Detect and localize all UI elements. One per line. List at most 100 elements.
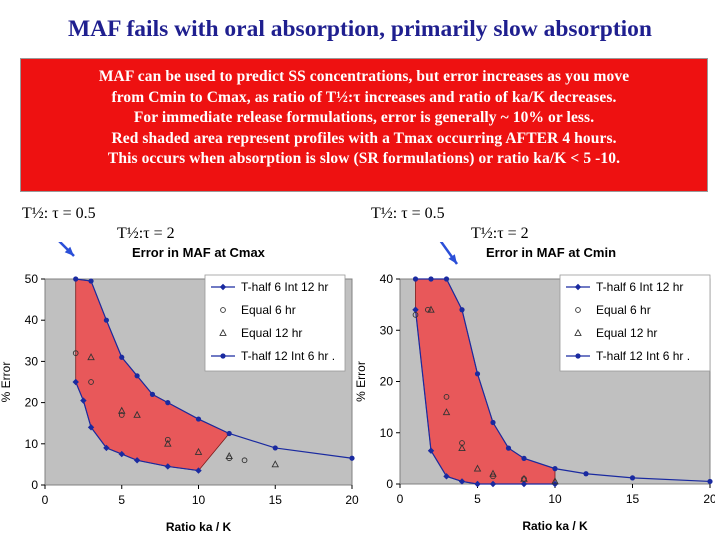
legend-item-label: Equal 12 hr [596, 326, 657, 340]
data-point-circle [88, 379, 94, 385]
x-tick-label: 5 [118, 493, 125, 507]
data-point-diamond [412, 306, 419, 313]
data-point-triangle [87, 353, 95, 361]
data-point-triangle [194, 447, 203, 455]
y-tick-label: 30 [380, 323, 394, 337]
data-point-dot [583, 471, 589, 477]
y-tick-label: 0 [31, 478, 38, 492]
x-tick-label: 0 [397, 492, 404, 506]
chart-title: Error in MAF at Cmax [132, 245, 266, 260]
note-line: from Cmin to Cmax, as ratio of T½:τ incr… [111, 88, 617, 106]
y-tick-label: 20 [25, 396, 39, 410]
data-point-circle [412, 312, 419, 318]
annotation-arrowhead [64, 246, 74, 256]
data-point-dot [220, 353, 226, 359]
data-point-dot [412, 276, 419, 282]
note-line: This occurs when absorption is slow (SR … [107, 150, 621, 167]
legend-item-label: T-half 12 Int 6 hr . [241, 349, 335, 363]
data-point-triangle [427, 305, 435, 313]
data-point-diamond [87, 424, 95, 431]
data-point-triangle [489, 469, 497, 477]
data-point-diamond [118, 450, 125, 458]
y-tick-label: 20 [380, 375, 394, 389]
data-point-triangle [551, 477, 559, 485]
data-point-circle [220, 307, 226, 313]
note-line: MAF can be used to predict SS concentrat… [98, 68, 630, 85]
data-point-dot [552, 466, 558, 472]
data-point-dot [428, 276, 434, 282]
data-point-triangle [133, 410, 141, 418]
y-tick-label: 0 [386, 477, 393, 491]
cmin-error-chart: 0 10 20 30 40 0 5 10 15 20 Error in MAF at Cmin Rat… [355, 242, 715, 533]
data-point-diamond [219, 283, 227, 291]
data-point-dot [88, 278, 94, 284]
data-point-triangle [271, 460, 280, 468]
data-point-triangle [117, 406, 126, 414]
y-axis-label: % Error [0, 362, 13, 403]
series-line [75, 381, 199, 472]
x-axis-label: Ratio ka / K [166, 520, 232, 534]
x-axis-label: Ratio ka / K [522, 519, 588, 533]
data-point-dot [119, 354, 125, 360]
x-tick-label: 20 [703, 492, 715, 506]
y-tick-label: 10 [25, 437, 39, 451]
data-point-triangle [473, 464, 482, 472]
data-point-triangle [164, 439, 172, 447]
data-point-diamond [195, 467, 202, 474]
y-tick-label: 40 [380, 272, 394, 286]
data-point-triangle [225, 452, 233, 460]
data-point-dot [272, 445, 278, 451]
data-point-triangle [442, 408, 451, 416]
data-point-circle [443, 394, 450, 400]
data-point-dot [505, 445, 512, 451]
y-axis-label: % Error [355, 361, 368, 402]
legend-item-label: T-half 6 Int 12 hr [596, 280, 683, 294]
data-point-circle [164, 436, 171, 443]
data-point-dot [443, 276, 450, 282]
data-point-circle [118, 412, 125, 418]
left-tau-low-label: T½: τ = 0.5 [22, 205, 96, 222]
legend-item-label: Equal 6 hr [241, 303, 296, 317]
x-tick-label: 15 [626, 492, 640, 506]
y-tick-label: 10 [380, 426, 394, 440]
data-point-dot [349, 455, 355, 461]
note-line: For immediate release formulations, erro… [133, 109, 595, 126]
data-point-dot [490, 419, 496, 426]
y-tick-label: 50 [25, 272, 39, 286]
legend-item-label: Equal 6 hr [596, 303, 651, 317]
data-point-circle [241, 457, 248, 464]
y-tick-label: 40 [25, 313, 39, 327]
data-point-dot [707, 478, 713, 485]
page-title: MAF fails with oral absorption, primaril… [67, 16, 653, 42]
data-point-dot [165, 400, 171, 406]
y-tick-label: 30 [25, 354, 39, 368]
data-point-dot [575, 353, 581, 359]
data-point-diamond [427, 447, 435, 454]
data-point-dot [134, 373, 140, 379]
right-tau-low-label: T½: τ = 0.5 [371, 205, 445, 222]
annotation-arrowhead [448, 254, 457, 264]
data-point-dot [459, 307, 465, 313]
note-box: MAF can be used to predict SS concentrat… [20, 58, 708, 192]
data-point-diamond [489, 480, 497, 488]
data-point-diamond [520, 480, 528, 488]
chart-title: Error in MAF at Cmin [486, 245, 616, 260]
data-point-dot [195, 416, 202, 422]
data-point-dot [474, 371, 481, 377]
x-tick-label: 10 [192, 493, 206, 507]
data-point-diamond [164, 463, 171, 470]
x-tick-label: 15 [269, 493, 283, 507]
data-point-dot [149, 391, 156, 397]
data-point-dot [521, 455, 527, 461]
x-tick-label: 20 [345, 493, 359, 507]
data-point-diamond [443, 473, 450, 480]
right-tau-high-label: T½:τ = 2 [471, 225, 529, 242]
data-point-diamond [474, 480, 481, 488]
data-point-diamond [103, 444, 110, 452]
x-tick-label: 0 [42, 493, 49, 507]
legend-item-label: T-half 6 Int 12 hr [241, 280, 328, 294]
cmax-error-chart: 0 10 20 30 40 50 0 5 10 15 20 Error in MAF at Cmax R… [0, 242, 359, 534]
data-point-diamond [458, 478, 466, 485]
legend-item-label: Equal 12 hr [241, 326, 302, 340]
data-point-dot [103, 317, 109, 323]
